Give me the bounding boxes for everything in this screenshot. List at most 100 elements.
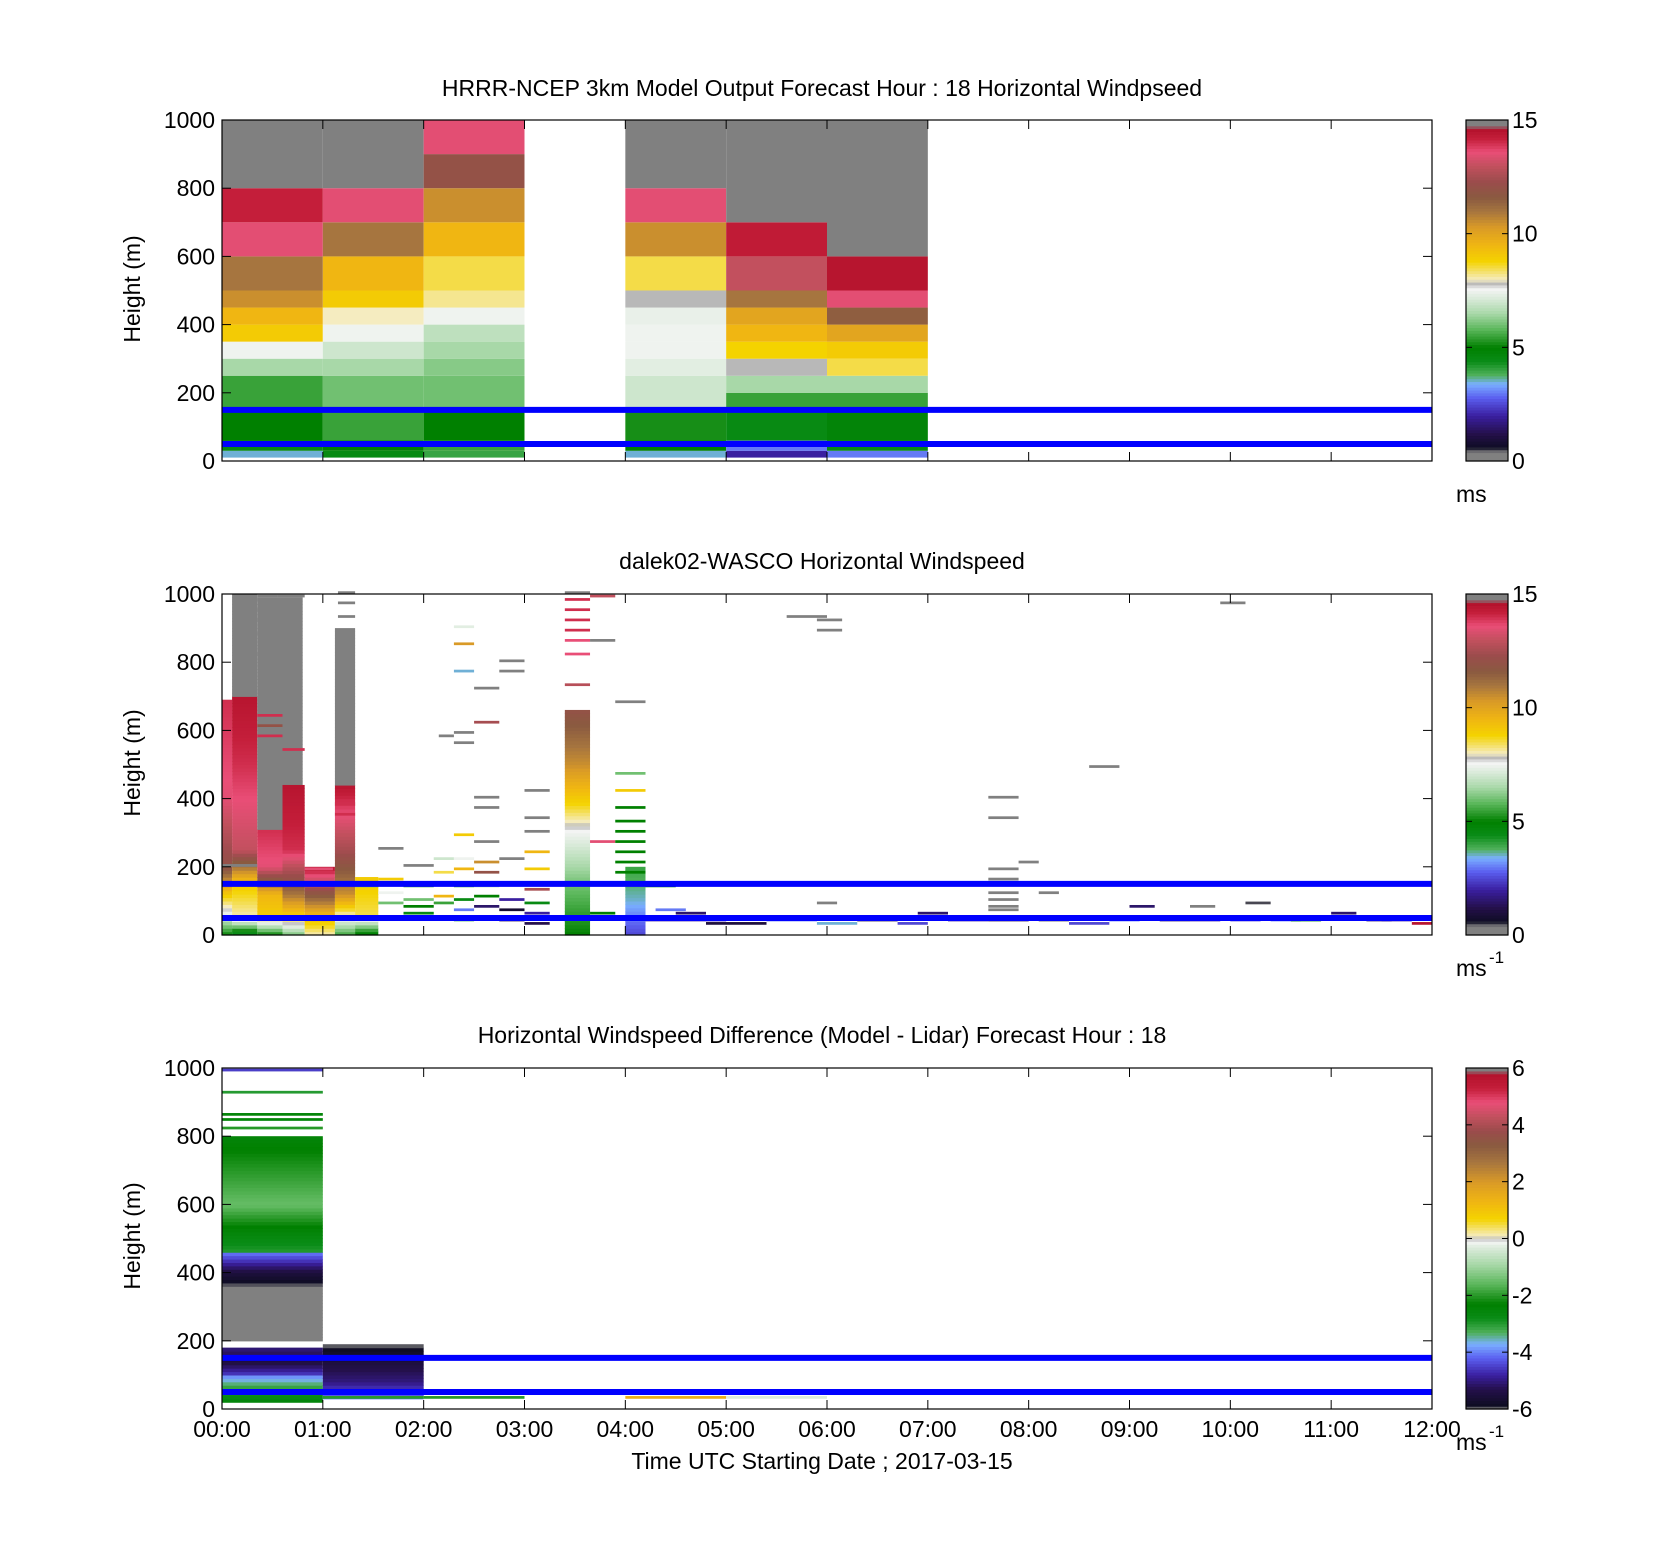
heatmap-cell — [222, 819, 233, 824]
heatmap-cell — [232, 614, 258, 619]
colorbar-tick-label: 5 — [1512, 334, 1525, 360]
colorbar-swatch — [1466, 1190, 1508, 1194]
heatmap-cell — [232, 737, 258, 742]
heatmap-cell — [222, 737, 233, 742]
heatmap-cell — [222, 1248, 323, 1253]
heatmap-cell — [816, 618, 843, 622]
heatmap-cell — [282, 791, 305, 796]
colorbar-swatch — [1466, 1366, 1508, 1370]
heatmap-cell — [222, 1163, 323, 1168]
heatmap-cell — [524, 887, 550, 891]
colorbar-swatch — [1466, 687, 1508, 692]
heatmap-cell — [232, 723, 258, 728]
heatmap-cell — [222, 894, 233, 899]
heatmap-cell — [232, 788, 258, 793]
heatmap-cell — [590, 594, 616, 598]
colorbar-swatch — [1466, 682, 1508, 686]
colorbar-tick-label: 4 — [1512, 1112, 1525, 1138]
heatmap-cell — [334, 904, 356, 909]
colorbar-swatch — [1466, 869, 1508, 874]
heatmap-cell — [222, 1228, 323, 1233]
heatmap-cell — [564, 894, 591, 899]
heatmap-cell — [232, 771, 258, 776]
heatmap-cell — [726, 1396, 827, 1399]
heatmap-cell — [257, 614, 303, 619]
colorbar-swatch — [1466, 1397, 1508, 1402]
colorbar-swatch — [1466, 1247, 1508, 1251]
heatmap-cell — [334, 709, 356, 714]
y-tick-label: 400 — [177, 1260, 215, 1286]
colorbar-swatch — [1466, 344, 1508, 348]
heatmap-cell — [322, 307, 424, 325]
heatmap-cell — [257, 611, 303, 616]
colorbar-swatch — [1466, 900, 1508, 905]
colorbar-swatch — [1466, 775, 1508, 780]
colorbar-swatch — [1466, 1085, 1508, 1089]
heatmap-cell — [334, 720, 356, 725]
heatmap-cell — [625, 1396, 727, 1399]
heatmap-cell — [257, 849, 283, 854]
x-tick-label: 02:00 — [395, 1416, 453, 1442]
heatmap-cell — [222, 341, 323, 359]
heatmap-cell — [222, 864, 258, 867]
heatmap-cell — [564, 849, 591, 854]
colorbar-swatch — [1466, 707, 1508, 712]
colorbar-swatch — [1466, 415, 1508, 419]
heatmap-cell — [304, 911, 335, 916]
heatmap-cell — [625, 900, 646, 905]
heatmap-cell — [726, 120, 827, 223]
heatmap-cell — [232, 747, 258, 752]
heatmap-cell — [222, 1368, 323, 1373]
heatmap-cell — [232, 645, 258, 650]
colorbar-swatch — [1466, 1363, 1508, 1367]
heatmap-cell — [222, 1316, 323, 1321]
heatmap-cell — [625, 256, 727, 291]
heatmap-cell — [222, 713, 233, 718]
colorbar-swatch — [1466, 452, 1508, 456]
heatmap-cell — [334, 771, 356, 776]
heatmap-cell — [615, 772, 646, 775]
heatmap-cell — [282, 928, 305, 933]
colorbar-swatch — [1466, 455, 1508, 459]
colorbar-swatch — [1466, 932, 1508, 936]
y-tick-label: 600 — [177, 1191, 215, 1217]
colorbar-swatch — [1466, 335, 1508, 340]
y-tick-label: 1000 — [164, 1055, 215, 1081]
heatmap-cell — [232, 815, 258, 820]
heatmap-cell — [334, 839, 356, 844]
heatmap-cell — [222, 1173, 323, 1178]
heatmap-cell — [282, 866, 305, 871]
heatmap-cell — [564, 744, 591, 749]
heatmap-cell — [423, 307, 525, 325]
heatmap-cell — [322, 1368, 424, 1373]
heatmap-cell — [334, 907, 356, 912]
colorbar-swatch — [1466, 1272, 1508, 1277]
heatmap-cell — [625, 928, 646, 933]
heatmap-cell — [222, 771, 233, 776]
colorbar: -6 -4 -2 0 2 4 6 ms -1 — [1456, 1055, 1533, 1455]
colorbar-swatch — [1466, 1195, 1508, 1200]
heatmap-cell — [322, 1344, 424, 1349]
heatmap-cell — [726, 341, 827, 359]
heatmap-cell — [222, 290, 323, 308]
x-tick-label: 03:00 — [496, 1416, 554, 1442]
colorbar-unit: ms — [1456, 955, 1487, 981]
heatmap-cell — [334, 784, 356, 789]
colorbar-swatch — [1466, 1403, 1508, 1407]
heatmap-cell — [655, 908, 686, 912]
heatmap-cell — [257, 928, 283, 933]
heatmap-cell — [726, 450, 827, 458]
heatmap-cell — [564, 832, 591, 837]
heatmap-cell — [257, 740, 303, 745]
heatmap-cell — [222, 1279, 323, 1284]
colorbar-swatch — [1466, 736, 1508, 740]
colorbar-swatch — [1466, 1204, 1508, 1208]
colorbar-swatch — [1466, 148, 1508, 152]
heatmap-cell — [232, 798, 258, 803]
heatmap-cell — [334, 631, 356, 636]
colorbar-swatch — [1466, 242, 1508, 246]
heatmap-cell — [257, 747, 303, 752]
heatmap-cell — [322, 188, 424, 223]
x-tick-label: 00:00 — [193, 1416, 251, 1442]
colorbar-swatch — [1466, 807, 1508, 811]
